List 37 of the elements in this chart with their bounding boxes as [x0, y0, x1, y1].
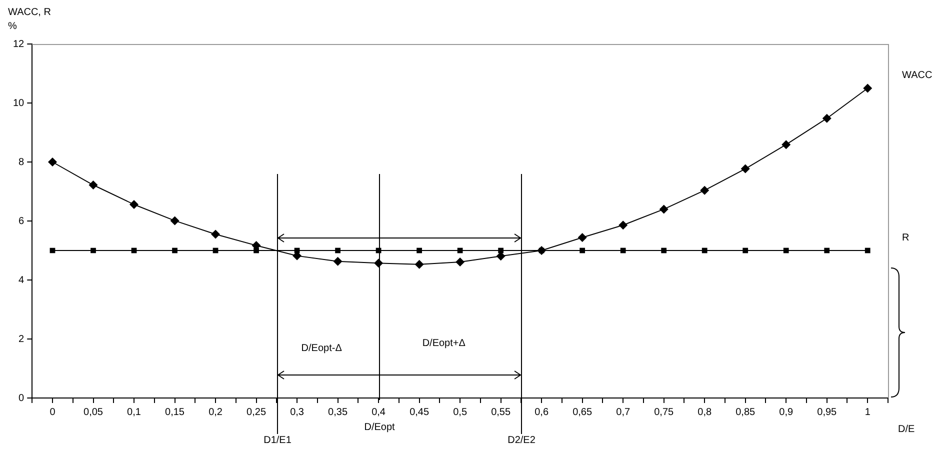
- y-axis-title: WACC, R %: [8, 6, 52, 34]
- y-tick-label: 10: [13, 98, 25, 109]
- annotation: D/Eopt-Δ: [301, 342, 342, 354]
- x-tick-label: 0,6: [534, 406, 549, 418]
- y-tick-label: 2: [18, 334, 25, 345]
- x-tick-label: 0,25: [246, 406, 266, 418]
- x-tick-label: 0,2: [208, 406, 223, 418]
- x-tick-label: 0,65: [572, 406, 592, 418]
- text: WACC: [902, 70, 932, 81]
- x-tick-label: 0,05: [84, 406, 104, 418]
- ref-line-label: D1/E1: [264, 434, 292, 446]
- y-tick-label: 12: [13, 38, 25, 50]
- x-tick-label: 0,9: [779, 406, 794, 418]
- x-tick-label: 0,85: [736, 406, 756, 418]
- x-tick-label: 0,8: [698, 406, 712, 418]
- x-tick-label: 0,5: [453, 406, 468, 418]
- ref-line-label: D/Eopt: [364, 422, 396, 433]
- x-tick-label: 0,95: [817, 406, 838, 418]
- x-tick-label: 0,35: [328, 406, 348, 418]
- x-tick-label: 0,45: [410, 406, 430, 418]
- x-tick-label: 0,1: [127, 406, 142, 418]
- x-tick-label: 0,55: [491, 406, 511, 418]
- y-tick-label: 0: [18, 392, 25, 404]
- y-tick-label: 8: [18, 156, 25, 168]
- y-tick-label: 6: [18, 216, 25, 227]
- x-tick-label: 0,3: [290, 406, 304, 418]
- x-tick-label: 0,15: [165, 406, 185, 418]
- x-tick-label: 1: [864, 406, 871, 418]
- x-tick-label: 0,7: [616, 406, 630, 418]
- x-tick-label: 0,75: [654, 406, 674, 418]
- x-tick-label: 0: [50, 406, 56, 418]
- text: R: [902, 232, 910, 244]
- ref-line-label: D2/E2: [508, 434, 536, 446]
- x-tick-label: 0,4: [372, 406, 386, 418]
- annotation: D/Eopt+Δ: [422, 338, 466, 349]
- y-tick-label: 4: [18, 274, 25, 286]
- x-axis-title: D/E: [898, 424, 915, 435]
